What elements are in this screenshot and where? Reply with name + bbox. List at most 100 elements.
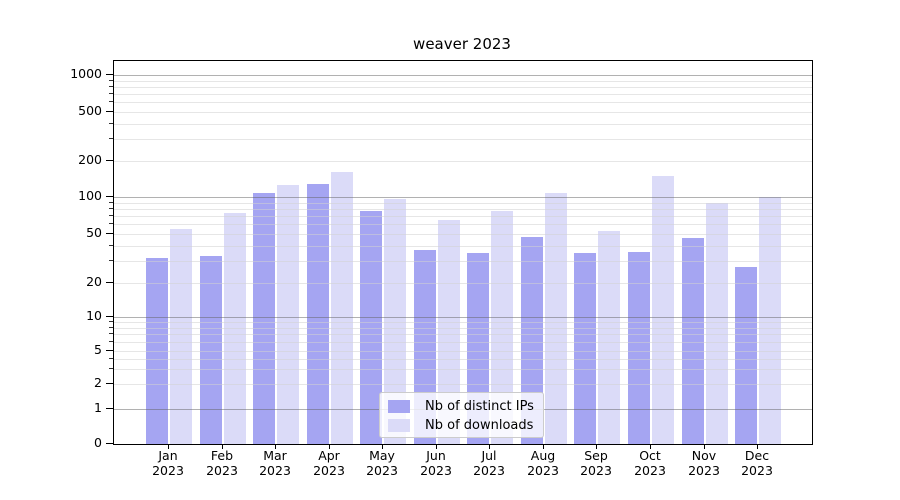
gridline-600 [114,102,812,103]
bar-downloads-jan [170,229,192,444]
y-minor-tick-4 [109,358,113,359]
bar-distinct-ips-dec [735,267,757,444]
bar-downloads-nov [706,203,728,444]
legend: Nb of distinct IPs Nb of downloads [379,392,544,438]
gridline-3 [114,369,812,370]
gridline-1000 [114,75,812,76]
y-tick-label-5: 5 [94,342,102,357]
x-tick-label-jun: Jun 2023 [420,448,452,478]
x-tick-label-sep: Sep 2023 [580,448,612,478]
bar-downloads-may [384,199,406,444]
bar-downloads-oct [652,176,674,444]
gridline-30 [114,261,812,262]
x-tick-jan [168,444,169,449]
x-tick-label-nov: Nov 2023 [688,448,720,478]
x-tick-label-may: May 2023 [366,448,398,478]
y-tick-100 [106,196,113,197]
gridline-800 [114,87,812,88]
bar-distinct-ips-nov [682,238,704,444]
gridline-80 [114,209,812,210]
x-tick-mar [275,444,276,449]
bar-distinct-ips-oct [628,252,650,444]
bar-distinct-ips-apr [307,184,329,444]
legend-swatch-downloads [388,419,410,432]
gridline-10 [114,317,812,318]
x-tick-oct [650,444,651,449]
y-minor-tick-6 [109,341,113,342]
y-minor-tick-9 [109,321,113,322]
chart-title: weaver 2023 [413,35,511,53]
y-minor-tick-70 [109,215,113,216]
y-tick-label-2: 2 [94,375,102,390]
x-tick-label-jul: Jul 2023 [473,448,505,478]
bar-distinct-ips-mar [253,193,275,444]
gridline-20 [114,283,812,284]
gridline-8 [114,328,812,329]
legend-row-downloads: Nb of downloads [380,416,543,435]
gridline-2 [114,384,812,385]
y-tick-5 [106,350,113,351]
y-tick-label-1: 1 [94,400,102,415]
x-tick-label-aug: Aug 2023 [527,448,559,478]
x-tick-label-dec: Dec 2023 [741,448,773,478]
bar-downloads-apr [331,172,353,444]
gridline-500 [114,112,812,113]
grid-layer [114,61,812,444]
gridline-60 [114,224,812,225]
y-minor-tick-80 [109,208,113,209]
gridline-9 [114,322,812,323]
x-tick-label-apr: Apr 2023 [313,448,345,478]
y-tick-label-50: 50 [86,225,102,240]
y-minor-tick-30 [109,260,113,261]
gridline-400 [114,124,812,125]
gridline-300 [114,139,812,140]
gridline-7 [114,334,812,335]
y-tick-50 [106,233,113,234]
y-minor-tick-300 [109,138,113,139]
x-tick-aug [543,444,544,449]
legend-swatch-distinct-ips [388,400,410,413]
legend-label-downloads: Nb of downloads [425,418,534,433]
y-tick-200 [106,160,113,161]
x-tick-sep [596,444,597,449]
bar-downloads-jun [438,220,460,444]
x-tick-apr [329,444,330,449]
x-tick-label-feb: Feb 2023 [206,448,238,478]
x-tick-feb [222,444,223,449]
y-minor-tick-60 [109,223,113,224]
y-tick-label-200: 200 [78,152,102,167]
y-tick-label-0: 0 [94,435,102,450]
x-tick-may [382,444,383,449]
y-tick-20 [106,282,113,283]
x-tick-label-oct: Oct 2023 [634,448,666,478]
gridline-4 [114,359,812,360]
gridline-6 [114,342,812,343]
x-tick-jun [436,444,437,449]
x-tick-jul [489,444,490,449]
gridline-200 [114,161,812,162]
gridline-900 [114,81,812,82]
y-minor-tick-600 [109,101,113,102]
y-minor-tick-8 [109,327,113,328]
bar-downloads-jul [491,211,513,444]
bar-distinct-ips-may [360,211,382,444]
y-minor-tick-90 [109,202,113,203]
x-tick-nov [704,444,705,449]
y-tick-1 [106,408,113,409]
bar-downloads-dec [759,197,781,444]
y-tick-label-1000: 1000 [70,66,102,81]
x-tick-label-jan: Jan 2023 [152,448,184,478]
gridline-40 [114,246,812,247]
y-tick-label-10: 10 [86,308,102,323]
y-minor-tick-800 [109,86,113,87]
bar-distinct-ips-feb [200,256,222,444]
x-tick-label-mar: Mar 2023 [259,448,291,478]
y-tick-500 [106,111,113,112]
y-minor-tick-40 [109,245,113,246]
legend-label-distinct-ips: Nb of distinct IPs [425,399,534,414]
y-minor-tick-700 [109,93,113,94]
gridline-70 [114,216,812,217]
gridline-90 [114,203,812,204]
